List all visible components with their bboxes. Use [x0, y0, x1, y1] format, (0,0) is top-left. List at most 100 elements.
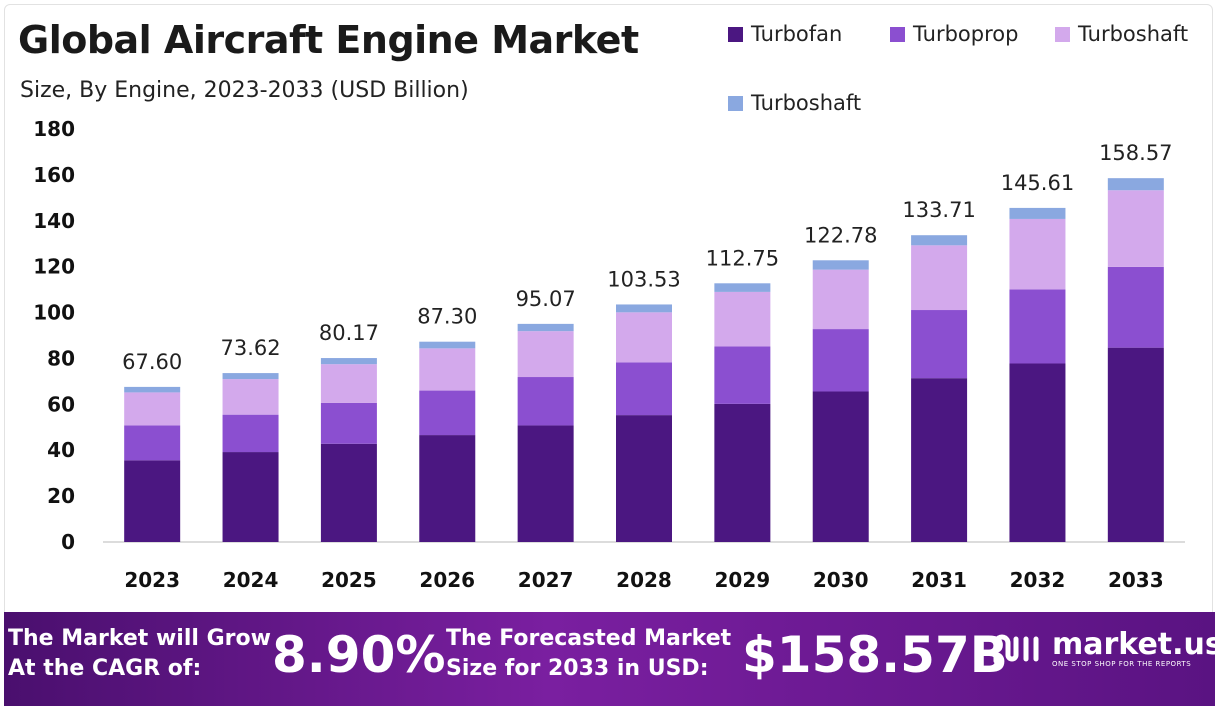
- legend-item-turboshaft: Turboshaft: [1055, 22, 1188, 46]
- bar-segment-turbofan-0: [812, 391, 869, 542]
- bar-segment-turbofan-0: [517, 425, 574, 542]
- bar-segment-turboprop-1: [124, 425, 181, 461]
- legend-label: Turbofan: [751, 22, 843, 46]
- bar-segment-turboshaft-3: [714, 283, 771, 292]
- bar-segment-turboshaft-3: [616, 304, 672, 313]
- legend-item-turboprop: Turboprop: [890, 22, 1018, 46]
- bar-segment-turboshaft-2: [222, 379, 279, 415]
- bar-segment-turbofan-0: [419, 435, 476, 542]
- y-tick-label: 80: [47, 346, 75, 370]
- footer-banner: The Market will Grow At the CAGR of: 8.9…: [4, 612, 1219, 706]
- bar-segment-turboshaft-2: [517, 331, 574, 378]
- bar-segment-turboprop-1: [419, 390, 476, 436]
- total-data-label: 133.71: [902, 198, 975, 222]
- bar-segment-turboshaft-2: [419, 348, 476, 391]
- brand-name: market.us: [1052, 627, 1219, 662]
- cagr-label: The Market will Grow At the CAGR of:: [8, 624, 271, 684]
- x-tick-label: 2033: [1108, 568, 1164, 592]
- bar-segment-turboshaft-3: [222, 373, 279, 380]
- forecast-value: $158.57B: [742, 626, 1008, 684]
- bar-segment-turbofan-0: [124, 460, 181, 542]
- legend-swatch: [728, 26, 743, 42]
- total-data-label: 145.61: [1001, 171, 1074, 195]
- bar-segment-turboshaft-3: [124, 386, 181, 393]
- chart-title: Global Aircraft Engine Market: [18, 18, 639, 62]
- bar-segment-turboshaft-2: [320, 364, 377, 403]
- chart-subtitle: Size, By Engine, 2023-2033 (USD Billion): [20, 78, 469, 103]
- legend-label: Turboshaft: [1078, 22, 1189, 46]
- bar-segment-turboprop-1: [222, 414, 279, 453]
- bar-segment-turboprop-1: [1107, 266, 1164, 348]
- bar-segment-turboshaft-2: [911, 245, 968, 311]
- bar-chart: 0 20 40 60 80 100 120 140 160 180 67.60 2023 73.62 20…: [33, 117, 1185, 592]
- cagr-label-line2: At the CAGR of:: [8, 656, 202, 681]
- y-tick-label: 180: [33, 117, 75, 141]
- bar-segment-turbofan-0: [616, 415, 672, 542]
- bar-segment-turbofan-0: [320, 443, 377, 542]
- total-data-label: 73.62: [220, 336, 280, 360]
- bar-segment-turbofan-0: [222, 452, 279, 542]
- cagr-value: 8.90%: [272, 626, 446, 684]
- x-tick-label: 2027: [518, 568, 574, 592]
- bar-segment-turboprop-1: [517, 377, 574, 426]
- x-tick-label: 2031: [911, 568, 967, 592]
- legend-label: Turboprop: [913, 22, 1019, 46]
- y-tick-label: 40: [47, 438, 75, 462]
- y-tick-label: 60: [47, 392, 75, 416]
- total-data-label: 122.78: [804, 223, 877, 247]
- legend-item-turboshaft-2: Turboshaft: [728, 91, 861, 115]
- market-us-logo-icon: [993, 634, 1039, 664]
- y-tick-label: 100: [33, 301, 75, 325]
- bar-segment-turboshaft-2: [616, 312, 672, 363]
- bar-segment-turboshaft-3: [1107, 178, 1164, 191]
- total-data-label: 87.30: [417, 305, 477, 329]
- total-data-label: 112.75: [706, 246, 779, 270]
- bar-segment-turboshaft-3: [911, 235, 968, 246]
- legend-label: Turboshaft: [751, 91, 862, 115]
- bar-segment-turboshaft-2: [1107, 190, 1164, 267]
- y-tick-label: 120: [33, 255, 75, 279]
- bar-segment-turboprop-1: [1009, 289, 1066, 364]
- bar-segment-turboshaft-3: [419, 341, 476, 349]
- forecast-label: The Forecasted Market Size for 2033 in U…: [446, 624, 731, 684]
- bar-segment-turboshaft-2: [1009, 218, 1066, 290]
- x-tick-label: 2030: [813, 568, 869, 592]
- bar-segment-turboshaft-2: [714, 291, 771, 347]
- total-data-label: 95.07: [516, 287, 576, 311]
- bar-segment-turboshaft-2: [124, 392, 181, 426]
- x-tick-label: 2028: [616, 568, 672, 592]
- bar-segment-turboshaft-3: [812, 260, 869, 270]
- brand-logo: market.us ONE STOP SHOP FOR THE REPORTS: [992, 630, 1219, 668]
- bar-segment-turbofan-0: [911, 378, 968, 542]
- legend-item-turbofan: Turbofan: [728, 22, 842, 46]
- x-tick-label: 2029: [715, 568, 771, 592]
- cagr-label-line1: The Market will Grow: [8, 626, 271, 651]
- y-tick-label: 160: [33, 163, 75, 187]
- bar-segment-turboprop-1: [714, 346, 771, 404]
- legend-swatch: [890, 26, 905, 42]
- total-data-label: 158.57: [1099, 141, 1172, 165]
- y-tick-label: 0: [61, 530, 75, 554]
- bar-segment-turbofan-0: [1107, 347, 1164, 542]
- x-tick-label: 2023: [124, 568, 180, 592]
- legend-swatch: [1055, 26, 1070, 42]
- x-tick-label: 2032: [1010, 568, 1066, 592]
- bar-segment-turboprop-1: [812, 329, 869, 392]
- bar-segment-turboshaft-3: [320, 358, 377, 365]
- y-tick-label: 20: [47, 484, 75, 508]
- bar-segment-turboprop-1: [320, 402, 377, 444]
- x-tick-label: 2026: [419, 568, 475, 592]
- bar-segment-turboshaft-3: [517, 323, 574, 332]
- total-data-label: 67.60: [122, 350, 182, 374]
- legend-swatch: [728, 95, 743, 111]
- brand-tagline: ONE STOP SHOP FOR THE REPORTS: [1052, 660, 1192, 668]
- total-data-label: 103.53: [607, 267, 680, 291]
- bar-segment-turbofan-0: [714, 403, 771, 542]
- y-tick-label: 140: [33, 209, 75, 233]
- bar-segment-turboshaft-2: [812, 269, 869, 330]
- forecast-label-line1: The Forecasted Market: [446, 626, 732, 651]
- bar-segment-turboprop-1: [911, 310, 968, 379]
- bar-segment-turboshaft-3: [1009, 207, 1066, 219]
- total-data-label: 80.17: [319, 321, 379, 345]
- x-tick-label: 2024: [223, 568, 279, 592]
